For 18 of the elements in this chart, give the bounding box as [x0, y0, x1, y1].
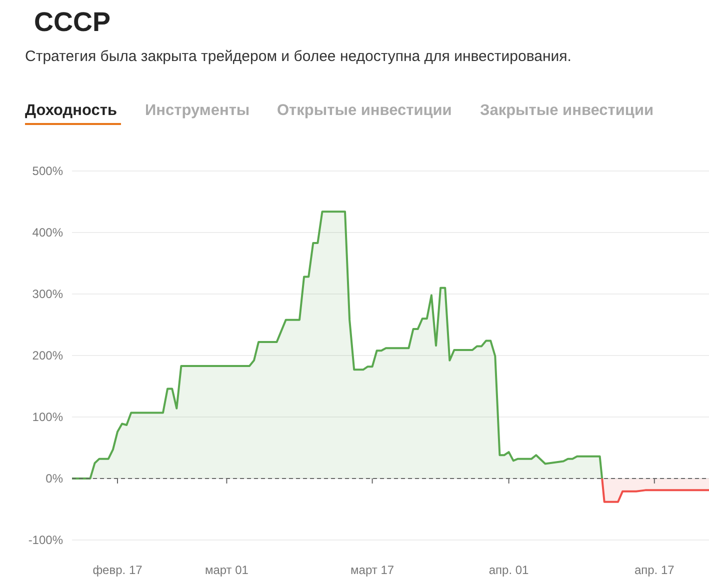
y-tick-label: 200% — [32, 348, 64, 362]
text: Доходность — [25, 102, 118, 119]
y-tick-label: 0% — [46, 472, 64, 486]
y-tick-label: 400% — [32, 226, 64, 240]
text: Закрытые инвестиции — [480, 102, 654, 119]
x-tick-label: март 17 — [350, 563, 394, 577]
chart-subtitle: Стратегия была закрыта трейдером и более недоступна для инвестирования. — [25, 48, 572, 65]
x-tick-label: март 01 — [204, 563, 249, 577]
y-tick-label: -100% — [28, 533, 64, 547]
chart-title: СССР — [34, 7, 111, 37]
y-tick-label: 100% — [32, 410, 64, 424]
x-tick-label: февр. 17 — [92, 563, 143, 577]
x-tick-label: апр. 01 — [488, 563, 530, 577]
text: Открытые инвестиции — [277, 102, 452, 119]
y-tick-label: 300% — [32, 287, 64, 301]
y-tick-label: 500% — [32, 164, 64, 178]
x-tick-label: апр. 17 — [634, 563, 675, 577]
text: Инструменты — [145, 102, 250, 119]
